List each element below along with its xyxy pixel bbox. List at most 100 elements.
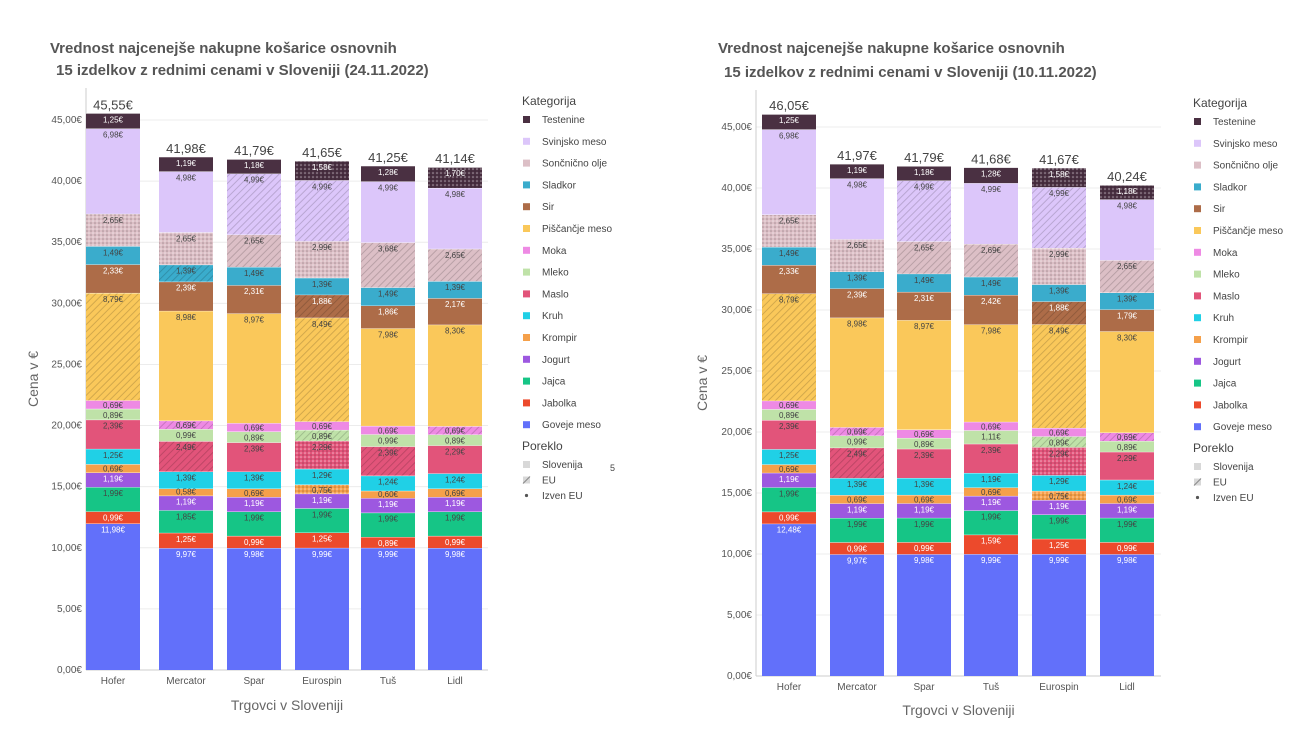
bar-segment-sir xyxy=(830,288,884,318)
non-eu-dot-overlay xyxy=(1032,248,1086,285)
x-tick-label: Tuš xyxy=(983,682,999,693)
chart-title-line-1: Vrednost najcenejše nakupne košarice osn… xyxy=(50,40,397,57)
stacked-bar-chart-24-11-2022: Vrednost najcenejše nakupne košarice osn… xyxy=(25,40,615,713)
segment-value-label: 1,39€ xyxy=(312,280,333,289)
segment-value-label: 1,28€ xyxy=(378,168,399,177)
segment-value-label: 0,69€ xyxy=(914,495,935,504)
legend-swatch-maslo xyxy=(1194,292,1201,300)
bar-segment-jogurt xyxy=(295,493,349,509)
segment-value-label: 2,49€ xyxy=(847,450,868,459)
segment-value-label: 1,19€ xyxy=(779,475,800,484)
bar-segment-jogurt xyxy=(1100,503,1154,518)
segment-value-label: 2,42€ xyxy=(981,297,1002,306)
segment-value-label: 1,18€ xyxy=(1117,187,1138,196)
x-tick-label: Spar xyxy=(243,676,265,687)
segment-value-label: 0,99€ xyxy=(103,513,124,522)
bar-segment-kruh xyxy=(295,468,349,485)
legend-swatch-sladkor xyxy=(1194,183,1201,191)
bar-segment-jajca xyxy=(227,511,281,536)
segment-value-label: 0,69€ xyxy=(981,488,1002,497)
segment-value-label: 1,11€ xyxy=(981,432,1001,441)
segment-value-label: 9,98€ xyxy=(914,556,935,565)
bar-segment-goveje-meso xyxy=(964,554,1018,676)
bar-segment-sladkor xyxy=(428,281,482,299)
bar-segment-kruh xyxy=(361,475,415,491)
segment-value-label: 1,99€ xyxy=(779,489,800,498)
segment-value-label: 1,19€ xyxy=(981,475,1002,484)
legend-swatch-jogurt xyxy=(1194,357,1201,365)
segment-value-label: 9,98€ xyxy=(445,550,466,559)
segment-value-label: 1,49€ xyxy=(981,279,1002,288)
legend-item-goveje-meso: Goveje meso xyxy=(542,420,601,431)
bar-segment-kruh xyxy=(428,473,482,489)
bar-segment-sir xyxy=(361,305,415,329)
legend-origin-izven-eu: Izven EU xyxy=(542,491,583,502)
segment-value-label: 11,98€ xyxy=(101,526,125,535)
bar-segment-kruh xyxy=(227,471,281,489)
segment-value-label: 2,33€ xyxy=(103,266,124,275)
bar-segment-jajca xyxy=(897,517,951,543)
bar-segment-krompir xyxy=(964,487,1018,496)
eu-hatch-overlay xyxy=(1032,301,1086,325)
bar-segment-jogurt xyxy=(762,472,816,488)
y-axis-title: Cena v € xyxy=(694,355,710,411)
legend-item-soncnicno-olje: Sončnično olje xyxy=(542,159,607,170)
bar-segment-jabolka xyxy=(1032,538,1086,555)
legend-item-maslo: Maslo xyxy=(1213,291,1240,302)
segment-value-label: 9,98€ xyxy=(244,550,265,559)
bar-segment-krompir xyxy=(428,488,482,498)
segment-value-label: 1,19€ xyxy=(981,498,1002,507)
segment-value-label: 1,24€ xyxy=(1117,482,1138,491)
segment-value-label: 9,99€ xyxy=(1049,556,1070,565)
eu-hatch-overlay xyxy=(428,426,482,435)
segment-value-label: 2,33€ xyxy=(779,267,800,276)
legend-swatch-testenine xyxy=(523,116,530,123)
segment-value-label: 2,65€ xyxy=(914,243,935,252)
segment-value-label: 1,59€ xyxy=(981,537,1002,546)
x-tick-label: Spar xyxy=(913,682,935,693)
eu-hatch-overlay xyxy=(428,248,482,282)
legend-item-moka: Moka xyxy=(1213,248,1238,259)
segment-value-label: 0,69€ xyxy=(103,401,124,410)
non-eu-dot-overlay xyxy=(1100,185,1154,200)
segment-value-label: 1,29€ xyxy=(1049,477,1070,486)
non-eu-dot-overlay xyxy=(295,484,349,494)
segment-value-label: 4,99€ xyxy=(378,183,399,192)
segment-value-label: 0,89€ xyxy=(1049,438,1070,447)
segment-value-label: 7,98€ xyxy=(378,330,399,339)
y-tick-label: 15,00€ xyxy=(721,488,752,499)
y-tick-label: 45,00€ xyxy=(721,122,752,133)
eu-hatch-overlay xyxy=(1100,432,1154,442)
segment-value-label: 8,98€ xyxy=(176,313,197,322)
segment-value-label: 0,89€ xyxy=(312,432,333,441)
bar-segment-jabolka xyxy=(762,511,816,524)
bar-segment-testenine xyxy=(227,159,281,174)
bar-total-label: 41,79€ xyxy=(904,150,945,165)
segment-value-label: 0,69€ xyxy=(176,421,197,430)
legend-item-jajca: Jajca xyxy=(542,377,566,388)
bar-segment-sladkor xyxy=(227,267,281,286)
bar-segment-jogurt xyxy=(830,503,884,519)
legend-swatch-sir xyxy=(523,203,530,211)
bar-segment-maslo xyxy=(762,420,816,450)
bar-segment-sir xyxy=(227,285,281,314)
bar-segment-jajca xyxy=(964,510,1018,535)
bar-segment-mleko xyxy=(964,430,1018,444)
segment-value-label: 0,99€ xyxy=(244,538,265,547)
segment-value-label: 8,49€ xyxy=(1049,326,1070,335)
chart-title-line-2: 15 izdelkov z rednimi cenami v Sloveniji… xyxy=(56,62,429,79)
segment-value-label: 1,70€ xyxy=(445,169,466,178)
segment-value-label: 2,29€ xyxy=(312,443,333,452)
segment-value-label: 8,30€ xyxy=(445,327,466,336)
bar-segment-goveje-meso xyxy=(1100,554,1154,676)
eu-hatch-overlay xyxy=(830,427,884,436)
stray-number: 5 xyxy=(610,463,615,473)
legend-item-sladkor: Sladkor xyxy=(1213,182,1248,193)
x-tick-label: Hofer xyxy=(101,676,126,687)
bar-total-label: 41,97€ xyxy=(837,148,878,163)
bar-segment-mleko xyxy=(1100,441,1154,452)
legend-item-svinjsko-meso: Svinjsko meso xyxy=(542,137,607,148)
bar-segment-jabolka xyxy=(830,542,884,555)
segment-value-label: 2,29€ xyxy=(1049,449,1070,458)
bar-segment-sir xyxy=(86,264,140,293)
